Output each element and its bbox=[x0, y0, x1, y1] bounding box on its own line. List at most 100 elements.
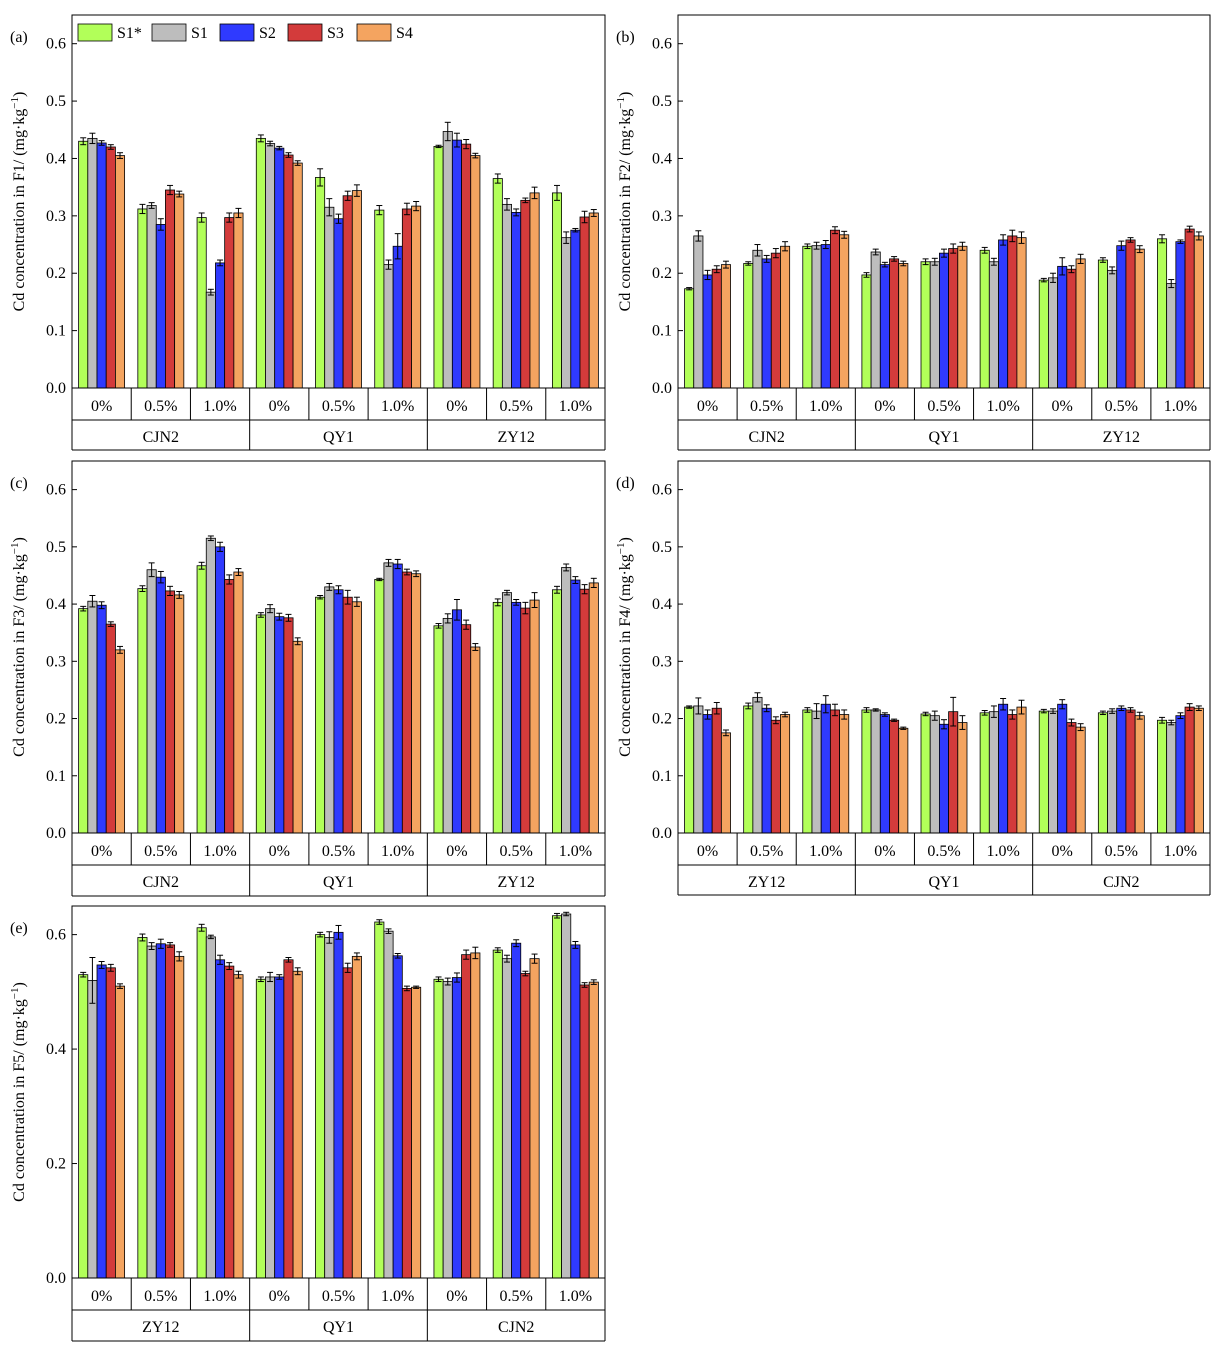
bar-zy12-0p5pct-s1star bbox=[492, 178, 503, 389]
bar-qy1-1p0pct-s4 bbox=[411, 986, 422, 1279]
bar-cjn2-0p5pct-s4 bbox=[780, 245, 791, 389]
bar-qy1-0p5pct-s3 bbox=[948, 248, 959, 389]
bar-cjn2-0pct-s2 bbox=[451, 977, 462, 1279]
bar-qy1-0p5pct-s4 bbox=[351, 601, 362, 834]
level-label: 0% bbox=[874, 398, 895, 415]
error-bar bbox=[326, 198, 333, 217]
category-table bbox=[677, 833, 1211, 896]
error-bar bbox=[294, 967, 301, 976]
bar-qy1-1p0pct-s1star bbox=[374, 209, 385, 389]
y-axis-label: Cd concentration in F5/ (mg·kg−1) bbox=[9, 982, 28, 1202]
y-tick-label: 0.0 bbox=[652, 380, 672, 397]
bar-cjn2-0pct-s3 bbox=[461, 954, 472, 1279]
error-bar bbox=[226, 212, 233, 223]
bar-cjn2-1p0pct-s2 bbox=[570, 944, 581, 1279]
bar-qy1-0pct-s3 bbox=[283, 959, 294, 1279]
error-bar bbox=[139, 585, 146, 592]
bar-qy1-0p5pct-s1 bbox=[929, 715, 940, 834]
error-bar bbox=[503, 954, 510, 963]
error-bar bbox=[531, 592, 538, 609]
bar-cjn2-0pct-s1star bbox=[433, 978, 444, 1279]
error-bar bbox=[1159, 234, 1166, 244]
bar-qy1-0pct-s1 bbox=[265, 976, 276, 1279]
error-bar bbox=[267, 604, 274, 614]
bar-cjn2-1p0pct-s1 bbox=[561, 913, 572, 1279]
error-bar bbox=[117, 152, 124, 159]
bar-qy1-0p5pct-s3 bbox=[342, 967, 353, 1279]
bar-qy1-0p5pct-s3 bbox=[342, 195, 353, 389]
error-bar bbox=[107, 963, 114, 972]
bar-cjn2-1p0pct-s1star bbox=[551, 915, 562, 1279]
error-bar bbox=[553, 585, 560, 594]
bar-qy1-0pct-s3 bbox=[889, 719, 900, 834]
plot-frame bbox=[71, 14, 606, 389]
error-bar bbox=[198, 212, 205, 223]
bar-cjn2-0pct-s1star bbox=[684, 288, 695, 389]
bar-zy12-1p0pct-s1star bbox=[1157, 238, 1168, 389]
error-bar bbox=[394, 233, 401, 260]
bar-zy12-0pct-s1star bbox=[684, 706, 695, 834]
bar-qy1-1p0pct-s3 bbox=[1007, 714, 1018, 834]
level-label: 0.5% bbox=[1105, 398, 1138, 415]
level-label: 1.0% bbox=[986, 843, 1019, 860]
error-bar bbox=[217, 954, 224, 965]
bar-cjn2-0p5pct-s4 bbox=[174, 193, 185, 389]
bar-qy1-1p0pct-s4 bbox=[411, 573, 422, 834]
error-bar bbox=[344, 190, 351, 201]
error-bar bbox=[167, 585, 174, 596]
error-bar bbox=[148, 562, 155, 578]
bar-zy12-1p0pct-s3 bbox=[1184, 228, 1195, 389]
error-bar bbox=[207, 535, 214, 542]
bar-cjn2-0pct-s3 bbox=[105, 146, 116, 389]
bar-qy1-0p5pct-s3 bbox=[948, 711, 959, 834]
error-bar bbox=[1059, 699, 1066, 710]
error-bar bbox=[754, 692, 761, 703]
error-bar bbox=[494, 598, 501, 607]
bar-cjn2-0p5pct-s1star bbox=[1097, 712, 1108, 834]
error-bar bbox=[581, 584, 588, 595]
bar-cjn2-0p5pct-s4 bbox=[529, 958, 540, 1279]
bar-zy12-0pct-s1star bbox=[433, 146, 444, 389]
error-bar bbox=[444, 121, 451, 142]
error-bar bbox=[494, 173, 501, 184]
bar-cjn2-1p0pct-s4 bbox=[233, 212, 244, 389]
level-label: 0% bbox=[1052, 843, 1073, 860]
error-bar bbox=[745, 261, 752, 266]
level-label: 1.0% bbox=[203, 398, 236, 415]
bar-zy12-0p5pct-s1star bbox=[1097, 259, 1108, 389]
bar-zy12-0p5pct-s4 bbox=[174, 955, 185, 1279]
error-bar bbox=[167, 942, 174, 948]
error-bar bbox=[831, 226, 838, 235]
level-label: 0.5% bbox=[500, 398, 533, 415]
error-bar bbox=[900, 260, 907, 267]
bar-zy12-0pct-s1 bbox=[693, 705, 704, 834]
bar-qy1-1p0pct-s1star bbox=[374, 921, 385, 1279]
bar-zy12-0p5pct-s1 bbox=[752, 696, 763, 834]
bar-cjn2-0pct-s1 bbox=[1048, 710, 1059, 834]
bar-cjn2-1p0pct-s4 bbox=[233, 571, 244, 834]
error-bar bbox=[453, 598, 460, 621]
legend-label: S4 bbox=[396, 25, 413, 42]
bar-qy1-1p0pct-s4 bbox=[411, 205, 422, 389]
plot-frame bbox=[677, 14, 1211, 389]
bar-cjn2-0p5pct-s3 bbox=[770, 252, 781, 389]
bar-qy1-0pct-s3 bbox=[283, 154, 294, 389]
error-bar bbox=[572, 227, 579, 233]
bar-qy1-0pct-s2 bbox=[274, 976, 285, 1279]
legend-swatch-s2 bbox=[219, 23, 255, 42]
error-bar bbox=[1099, 257, 1106, 263]
bar-zy12-0p5pct-s2 bbox=[155, 943, 166, 1279]
error-bar bbox=[226, 574, 233, 585]
y-axis: 0.0 0.1 0.2 0.3 0.4 0.5 0.6 bbox=[46, 36, 77, 397]
bar-zy12-0pct-s1star bbox=[78, 974, 89, 1279]
level-label: 1.0% bbox=[1164, 398, 1197, 415]
error-bar bbox=[453, 972, 460, 983]
y-tick-label: 0.0 bbox=[46, 380, 66, 397]
bar-cjn2-0pct-s3 bbox=[105, 623, 116, 834]
y-axis: 0.0 0.1 0.2 0.3 0.4 0.5 0.6 bbox=[652, 482, 683, 842]
bar-cjn2-1p0pct-s1star bbox=[802, 245, 813, 389]
error-bar bbox=[704, 269, 711, 281]
y-tick-label: 0.4 bbox=[46, 1041, 66, 1058]
category-table bbox=[71, 833, 606, 897]
bar-qy1-1p0pct-s2 bbox=[392, 563, 403, 834]
